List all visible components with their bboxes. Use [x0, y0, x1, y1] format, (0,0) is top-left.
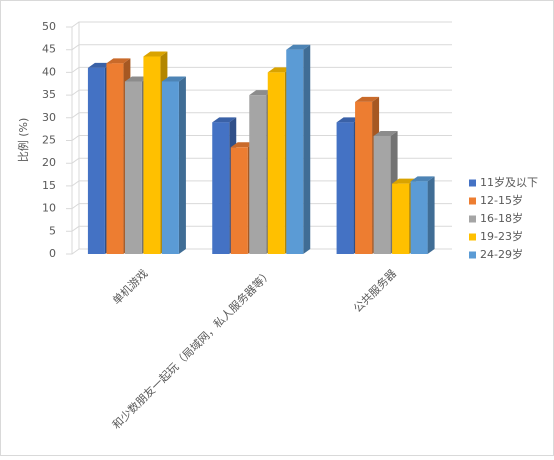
bar-top — [392, 178, 417, 184]
bar — [87, 67, 105, 254]
legend-label: 16-18岁 — [480, 211, 523, 225]
bar — [143, 56, 161, 255]
y-tick-label: 40 — [42, 65, 56, 78]
grid-line — [66, 44, 452, 51]
bar — [410, 181, 428, 254]
y-tick-label: 15 — [42, 179, 56, 192]
legend-swatch — [469, 233, 476, 241]
legend-label: 24-29岁 — [480, 247, 523, 261]
bar-side — [178, 76, 186, 254]
legend-label: 11岁及以下 — [480, 175, 538, 189]
legend-label: 19-23岁 — [480, 229, 523, 243]
y-tick-label: 5 — [49, 224, 56, 237]
bar-top — [336, 117, 361, 123]
bar — [212, 122, 230, 254]
bar-top — [212, 117, 237, 123]
bar — [336, 122, 354, 254]
y-axis-label: 比例 (%) — [16, 118, 30, 163]
legend-swatch — [469, 251, 476, 259]
bar — [373, 135, 391, 254]
legend-swatch — [469, 215, 476, 223]
bar-top — [124, 76, 149, 82]
bar — [355, 101, 373, 254]
bar-top — [230, 142, 255, 148]
legend-label: 12-15岁 — [480, 193, 523, 207]
bar — [230, 147, 248, 254]
bar-top — [106, 58, 131, 64]
bar — [286, 49, 304, 255]
y-tick-label: 25 — [42, 134, 56, 147]
legend-swatch — [469, 197, 476, 205]
bar — [249, 95, 267, 254]
bar-top — [143, 51, 168, 57]
bar — [267, 72, 285, 255]
grid-line — [66, 66, 452, 73]
bar-top — [267, 67, 292, 73]
grid-line — [66, 21, 452, 28]
bar — [106, 63, 124, 254]
y-tick-label: 20 — [42, 156, 56, 169]
bar-side — [427, 176, 435, 254]
legend-swatch — [469, 179, 476, 187]
bar-top — [373, 130, 398, 136]
bar — [161, 81, 179, 254]
bar-side — [303, 44, 311, 255]
bar-top — [87, 62, 112, 68]
y-tick-label: 50 — [42, 20, 56, 33]
bar-top — [410, 176, 435, 182]
bar-top — [286, 44, 311, 50]
y-tick-label: 10 — [42, 202, 56, 215]
y-tick-label: 35 — [42, 88, 56, 101]
bar — [124, 81, 142, 254]
bar-top — [355, 96, 380, 102]
bar-top — [249, 90, 274, 96]
bar-top — [161, 76, 186, 82]
y-tick-label: 0 — [49, 247, 56, 260]
y-tick-label: 45 — [42, 43, 56, 56]
y-tick-label: 30 — [42, 111, 56, 124]
bar — [392, 183, 410, 254]
